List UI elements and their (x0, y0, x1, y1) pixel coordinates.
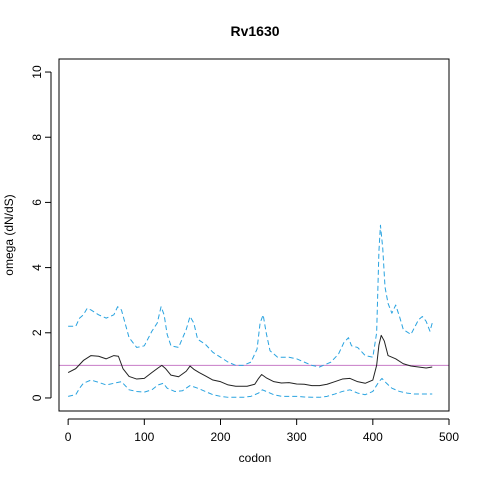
series-line-lower-bound (68, 377, 433, 398)
y-tick-label: 10 (30, 65, 44, 79)
series-line-upper-bound (68, 224, 433, 368)
y-axis: 0 2 4 6 8 10 (30, 65, 52, 401)
x-axis: 0 100 200 300 400 500 (65, 418, 459, 444)
chart-title: Rv1630 (230, 23, 279, 39)
x-tick-label: 400 (363, 430, 383, 444)
x-axis-label: codon (239, 451, 272, 465)
y-tick-label: 6 (30, 199, 44, 206)
y-tick-label: 0 (30, 394, 44, 401)
y-axis-label: omega (dN/dS) (2, 194, 16, 275)
x-tick-label: 0 (65, 430, 72, 444)
plot-frame (58, 58, 450, 412)
plot-area (59, 224, 449, 398)
series-line-estimate (67, 334, 433, 387)
y-tick-label: 4 (30, 264, 44, 271)
x-tick-label: 300 (287, 430, 307, 444)
y-tick-label: 2 (30, 329, 44, 336)
x-tick-label: 500 (439, 430, 459, 444)
y-tick-label: 8 (30, 134, 44, 141)
x-tick-label: 200 (210, 430, 230, 444)
x-tick-label: 100 (134, 430, 154, 444)
